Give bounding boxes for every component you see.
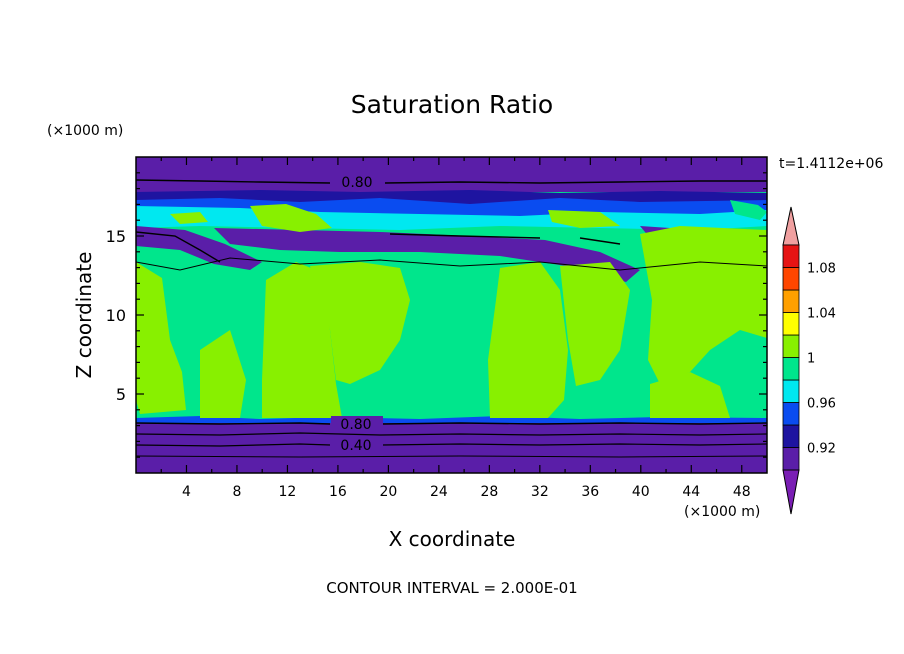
colorbar-cell [782, 424, 800, 448]
x-tick-label: 48 [733, 484, 751, 500]
colorbar-cell [782, 244, 800, 268]
y-tick-label: 10 [106, 306, 126, 325]
contour-interval-footer: CONTOUR INTERVAL = 2.000E-01 [326, 579, 577, 597]
axis-ticks [136, 157, 767, 473]
x-tick-label: 36 [581, 484, 599, 500]
x-axis-ticks: 4 8 12 16 20 24 28 32 36 40 44 48 [182, 484, 751, 500]
lime-region-11 [170, 212, 208, 224]
colorbar-cell [782, 289, 800, 313]
colorbar-tick-label: 1.04 [807, 307, 836, 322]
colorbar: 0.92 0.96 1 1.04 1.08 [782, 206, 836, 515]
contour-line-mid [136, 257, 767, 271]
time-label: t=1.4112e+06 [779, 156, 883, 172]
x-tick-label: 16 [329, 484, 347, 500]
lime-region-1 [136, 262, 186, 414]
x-unit-label: (×1000 m) [684, 504, 760, 520]
x-tick-label: 28 [480, 484, 498, 500]
contour-line-lower-4 [136, 455, 767, 458]
x-tick-label: 4 [182, 484, 191, 500]
x-tick-label: 12 [279, 484, 297, 500]
colorbar-cell [782, 402, 800, 426]
colorbar-under-arrow [782, 469, 800, 515]
lower-dry-layer [136, 420, 767, 473]
contour-line-top [136, 179, 767, 184]
x-tick-label: 32 [531, 484, 549, 500]
contour-line-dry-lens [136, 231, 621, 263]
contour-label-lower-1: 0.80 [340, 417, 371, 433]
x-tick-label: 44 [682, 484, 700, 500]
colorbar-cells [782, 244, 800, 471]
colorbar-cell [782, 357, 800, 381]
contour-label-lower-2: 0.40 [340, 438, 371, 454]
colorbar-cell [782, 334, 800, 358]
colorbar-tick-label: 1 [807, 352, 815, 367]
x-axis-label: X coordinate [389, 527, 516, 551]
dry-intrusion-far-right [730, 200, 767, 220]
lime-region-9 [250, 204, 332, 232]
contour-field [136, 157, 767, 473]
top-dry-layer [136, 157, 767, 192]
colorbar-cell [782, 447, 800, 471]
contour-line-lower-3 [136, 443, 767, 447]
contour-label-top: 0.80 [341, 175, 372, 191]
colorbar-over-arrow [782, 206, 800, 246]
contour-line-lower-2 [136, 432, 767, 436]
dry-intrusion-left [136, 226, 262, 270]
colorbar-cell [782, 379, 800, 403]
x-tick-label: 20 [379, 484, 397, 500]
lower-layer-edge [136, 416, 767, 423]
lime-region-10 [548, 210, 620, 228]
x-tick-label: 40 [632, 484, 650, 500]
y-axis-label: Z coordinate [72, 252, 96, 379]
colorbar-cell [782, 267, 800, 291]
y-tick-label: 5 [116, 385, 126, 404]
chart-title: Saturation Ratio [351, 90, 553, 119]
colorbar-tick-label: 0.92 [807, 442, 836, 457]
colorbar-tick-label: 1.08 [807, 262, 836, 277]
contour-label-group: 0.80 0.80 0.40 [331, 174, 383, 454]
contour-line-lower-1 [136, 422, 767, 425]
x-tick-label: 24 [430, 484, 448, 500]
lime-region-8 [650, 372, 730, 418]
colorbar-cell [782, 312, 800, 336]
y-unit-label: (×1000 m) [47, 123, 123, 139]
lime-region-5 [488, 262, 568, 418]
dry-intrusion-center [214, 228, 640, 282]
y-axis-ticks: 5 10 15 [106, 227, 126, 404]
lime-region-6 [560, 262, 630, 386]
lime-region-2 [200, 330, 246, 418]
y-tick-label: 15 [106, 227, 126, 246]
lime-region-7 [640, 226, 767, 384]
colorbar-tick-label: 0.96 [807, 397, 836, 412]
x-tick-label: 8 [232, 484, 241, 500]
lime-region-4 [310, 262, 410, 384]
